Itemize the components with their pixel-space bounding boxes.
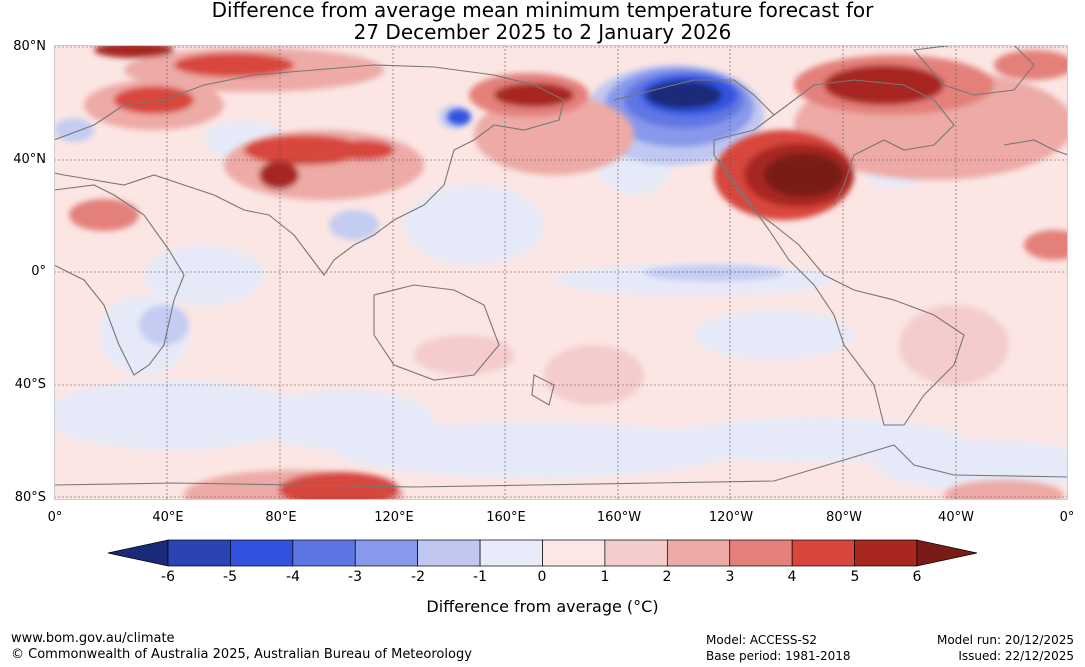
map-title-line-1: Difference from average mean minimum tem… xyxy=(211,0,874,22)
lat-label-40s: 40°S xyxy=(14,377,46,392)
colorbar-tick: -4 xyxy=(286,569,300,585)
colorbar-segment xyxy=(854,539,918,567)
colorbar-segment xyxy=(604,539,668,567)
colorbar-tick: 4 xyxy=(787,569,797,585)
colorbar-tick: 6 xyxy=(912,569,922,585)
footer-copyright: © Commonwealth of Australia 2025, Austra… xyxy=(11,647,472,662)
colorbar-segment xyxy=(791,539,855,567)
lat-label-80n: 80°N xyxy=(13,39,46,54)
footer-model-run: Model run: 20/12/2025 xyxy=(936,633,1074,647)
lon-label-160w: 160°W xyxy=(596,510,642,525)
colorbar-segment xyxy=(354,539,419,567)
lat-label-80s: 80°S xyxy=(14,490,46,505)
colorbar-segment xyxy=(230,539,294,567)
lat-label-0: 0° xyxy=(31,264,46,279)
colorbar-segment xyxy=(292,539,356,567)
lon-label-40w: 40°W xyxy=(938,510,974,525)
lon-label-80w: 80°W xyxy=(826,510,862,525)
colorbar-segment xyxy=(479,539,543,567)
colorbar-tick: 0 xyxy=(537,569,547,585)
coastlines xyxy=(54,45,1068,488)
colorbar-arrow-high xyxy=(916,539,978,567)
temperature-anomaly-map xyxy=(54,45,1068,500)
lon-label-0-left: 0° xyxy=(47,510,63,525)
footer-url: www.bom.gov.au/climate xyxy=(11,631,175,646)
colorbar-segment xyxy=(729,539,793,567)
colorbar-tick: -2 xyxy=(411,569,425,585)
lon-label-120e: 120°E xyxy=(374,510,414,525)
colorbar-label: Difference from average (°C) xyxy=(426,597,659,616)
lon-label-0-right: 0° xyxy=(1059,510,1075,525)
footer-issued: Issued: 22/12/2025 xyxy=(958,649,1074,663)
lat-label-40n: 40°N xyxy=(13,152,46,167)
colorbar-arrow-low xyxy=(107,539,169,567)
colorbar-tick: 1 xyxy=(600,569,610,585)
colorbar-segment xyxy=(542,539,606,567)
colorbar-tick: -3 xyxy=(348,569,362,585)
colorbar-tick: -1 xyxy=(473,569,487,585)
lon-label-160e: 160°E xyxy=(486,510,526,525)
colorbar-tick: 3 xyxy=(725,569,735,585)
colorbar-tick: -6 xyxy=(161,569,175,585)
lon-label-80e: 80°E xyxy=(265,510,297,525)
footer-model: Model: ACCESS-S2 xyxy=(706,633,818,647)
colorbar-tick: 2 xyxy=(662,569,672,585)
colorbar-segment xyxy=(417,539,481,567)
colorbar-segment xyxy=(167,539,231,567)
lon-label-40e: 40°E xyxy=(152,510,184,525)
colorbar-tick: 5 xyxy=(850,569,860,585)
lon-label-120w: 120°W xyxy=(708,510,754,525)
footer-base-period: Base period: 1981-2018 xyxy=(706,649,851,663)
colorbar-segment xyxy=(666,539,731,567)
warm-anomaly-regions xyxy=(69,45,1068,500)
colorbar-tick: -5 xyxy=(223,569,237,585)
map-title-line-2: 27 December 2025 to 2 January 2026 xyxy=(353,20,732,44)
gridlines xyxy=(54,45,1068,500)
colorbar xyxy=(107,539,978,567)
